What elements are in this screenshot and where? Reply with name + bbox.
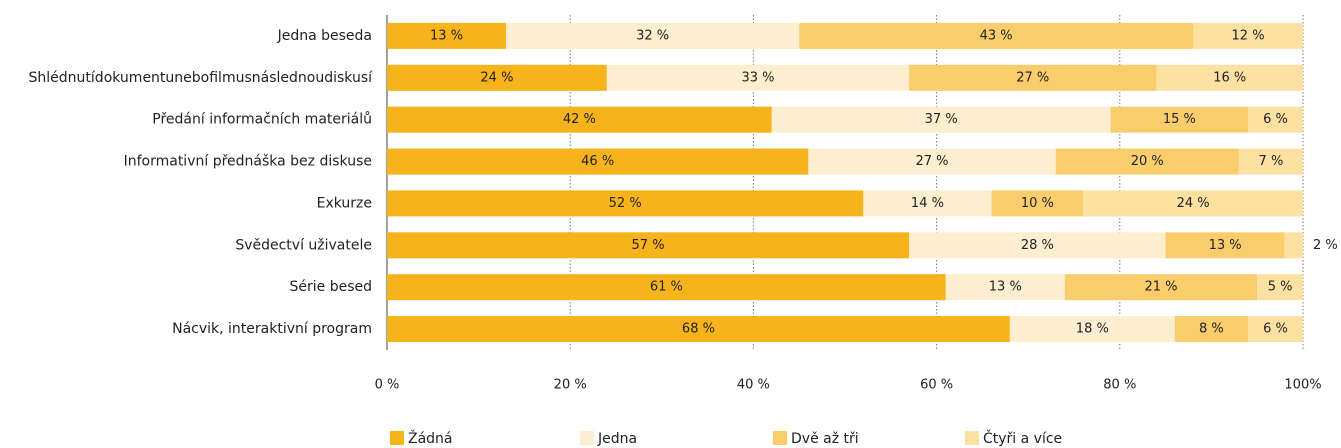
bar-segment	[1064, 274, 1258, 301]
value-label: 2 %	[1313, 238, 1338, 253]
legend-label: Dvě až tři	[791, 431, 859, 447]
value-label: 20 %	[1131, 154, 1164, 169]
legend-label: Čtyři a více	[983, 429, 1062, 447]
bar-segment	[1238, 148, 1303, 175]
value-label: 28 %	[1021, 238, 1054, 253]
value-label: 6 %	[1263, 112, 1288, 127]
bar-segment	[1009, 316, 1175, 343]
value-label: 13 %	[430, 28, 463, 43]
bar-segment	[1165, 232, 1285, 259]
category-label: Nácvik, interaktivní program	[172, 321, 372, 337]
value-label: 8 %	[1199, 322, 1224, 337]
legend-label: Jedna	[597, 431, 637, 447]
bar-segment	[1257, 274, 1303, 301]
value-label: 57 %	[632, 238, 665, 253]
value-label: 14 %	[911, 196, 944, 211]
value-label: 18 %	[1076, 322, 1109, 337]
bar-segment	[387, 316, 1010, 343]
value-label: 37 %	[925, 112, 958, 127]
bar-segment	[1083, 190, 1303, 217]
x-tick-label: 0 %	[375, 378, 400, 393]
bar-segment	[909, 64, 1157, 91]
bar-segment	[1055, 148, 1239, 175]
bar-segment	[945, 274, 1065, 301]
legend-swatch	[965, 431, 979, 445]
bar-segment	[387, 64, 607, 91]
bar-segment	[387, 274, 946, 301]
x-tick-label: 40 %	[737, 378, 770, 393]
bar-segment	[909, 232, 1166, 259]
bar-segment	[387, 232, 910, 259]
value-label: 10 %	[1021, 196, 1054, 211]
value-label: 21 %	[1145, 280, 1178, 295]
category-label: Předání informačních materiálů	[152, 112, 372, 128]
bar-segment	[799, 22, 1194, 49]
bar-segment	[1156, 64, 1303, 91]
x-tick-label: 20 %	[554, 378, 587, 393]
value-label: 43 %	[980, 28, 1013, 43]
value-label: 42 %	[563, 112, 596, 127]
value-label: 13 %	[1209, 238, 1242, 253]
legend-label: Žádná	[408, 429, 453, 447]
bar-segment	[387, 190, 864, 217]
value-label: 32 %	[636, 28, 669, 43]
value-label: 6 %	[1263, 322, 1288, 337]
x-tick-label: 60 %	[920, 378, 953, 393]
category-label: Shlédnutídokumentunebofilmusnáslednoudis…	[29, 70, 374, 86]
value-label: 5 %	[1268, 280, 1293, 295]
bar-segment	[387, 106, 772, 133]
x-tick-label: 100%	[1284, 378, 1321, 393]
bar-segment	[387, 148, 809, 175]
value-label: 7 %	[1259, 154, 1284, 169]
bar-segment	[1174, 316, 1249, 343]
category-label: Svědectví uživatele	[235, 237, 372, 253]
legend-swatch	[390, 431, 404, 445]
value-label: 33 %	[741, 70, 774, 85]
value-label: 68 %	[682, 322, 715, 337]
value-label: 16 %	[1213, 70, 1246, 85]
value-label: 13 %	[989, 280, 1022, 295]
bar-segment	[606, 64, 910, 91]
value-label: 27 %	[1016, 70, 1049, 85]
bar-segment	[991, 190, 1084, 217]
bar-segment	[1284, 232, 1303, 259]
bar-segment	[771, 106, 1111, 133]
category-label: Série besed	[289, 279, 372, 295]
bar-segment	[1248, 316, 1303, 343]
category-label: Jedna beseda	[277, 28, 372, 44]
value-label: 12 %	[1232, 28, 1265, 43]
category-label: Exkurze	[317, 195, 372, 211]
bar-segment	[387, 22, 507, 49]
value-label: 52 %	[609, 196, 642, 211]
legend-swatch	[580, 431, 594, 445]
bar-segment	[863, 190, 992, 217]
value-label: 24 %	[480, 70, 513, 85]
bar-segment	[1193, 22, 1303, 49]
value-label: 27 %	[916, 154, 949, 169]
bar-segment	[1248, 106, 1303, 133]
bar-segment	[506, 22, 800, 49]
bar-segment	[808, 148, 1056, 175]
legend-swatch	[773, 431, 787, 445]
value-label: 61 %	[650, 280, 683, 295]
category-label: Informativní přednáška bez diskuse	[124, 154, 372, 170]
x-tick-label: 80 %	[1103, 378, 1136, 393]
value-label: 15 %	[1163, 112, 1196, 127]
bar-segment	[1110, 106, 1249, 133]
value-label: 24 %	[1177, 196, 1210, 211]
value-label: 46 %	[581, 154, 614, 169]
